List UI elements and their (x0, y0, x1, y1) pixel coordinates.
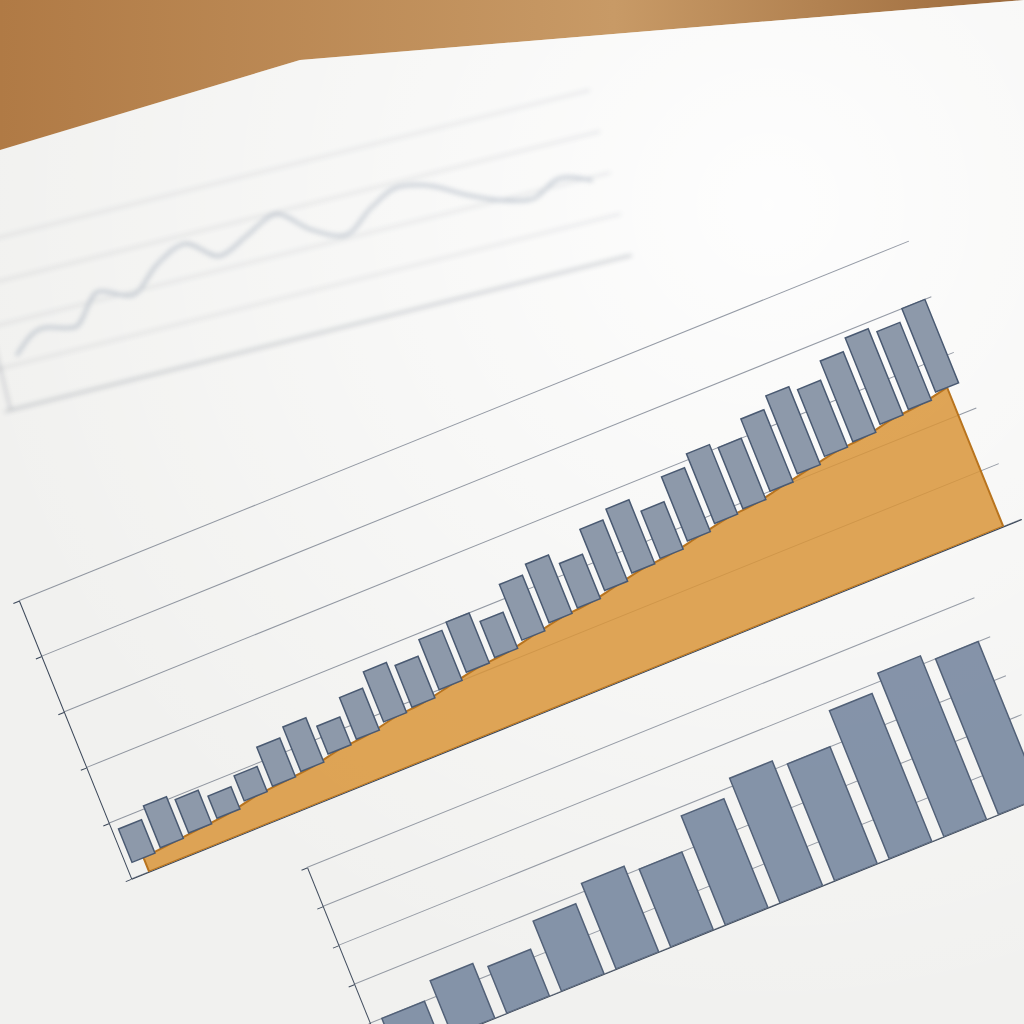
y-tick (13, 601, 19, 603)
y-tick-mark (58, 712, 64, 714)
y-tick (103, 824, 109, 826)
y-tick-mark (103, 824, 109, 826)
bar (382, 1001, 440, 1024)
chart (13, 241, 1022, 882)
y-tick-mark (333, 946, 339, 948)
bar (533, 904, 604, 991)
x-axis (386, 792, 1024, 1024)
bar (234, 767, 267, 801)
bar (902, 299, 959, 392)
grid-line (0, 214, 621, 369)
bar (208, 787, 240, 819)
y-axis-line (0, 245, 11, 410)
x-axis (11, 255, 632, 410)
grid-line (386, 792, 1024, 1024)
bar (119, 820, 155, 863)
y-axis (13, 601, 131, 882)
x-axis-line (132, 520, 1022, 880)
y-tick (36, 657, 42, 659)
y-tick-mark (349, 985, 355, 987)
grid-line (307, 598, 975, 868)
bar (175, 790, 211, 833)
y-axis-line (308, 868, 387, 1024)
y-tick (126, 879, 132, 881)
grid (0, 90, 631, 410)
bar (430, 964, 495, 1024)
y-tick (302, 868, 308, 870)
y-tick-mark (317, 907, 323, 909)
area (93, 387, 1003, 871)
grid (19, 241, 1021, 879)
y-tick (4, 410, 10, 411)
y-tick (349, 985, 355, 987)
grid-line (0, 173, 610, 328)
x-axis (132, 519, 1022, 879)
plot-area (0, 138, 600, 356)
y-tick (317, 907, 323, 909)
plot-area (331, 634, 1024, 1024)
x-axis-line (386, 793, 1024, 1024)
chart (0, 90, 632, 412)
y-tick (333, 946, 339, 948)
chart (301, 598, 1024, 1024)
y-tick-mark (4, 410, 10, 411)
y-axis (0, 245, 11, 412)
grid (307, 598, 1024, 1024)
y-tick-mark (36, 657, 42, 659)
y-tick (81, 768, 87, 770)
y-axis (302, 868, 387, 1024)
bar (480, 612, 518, 657)
bar (936, 642, 1024, 815)
line (0, 138, 600, 356)
y-tick-mark (126, 879, 132, 881)
bar (317, 717, 351, 754)
plot-area (48, 299, 1015, 876)
grid-line (10, 255, 631, 410)
bar (488, 949, 549, 1013)
x-axis-line (11, 255, 632, 410)
y-tick-mark (81, 768, 87, 770)
y-tick-mark (302, 868, 308, 870)
scene (0, 0, 1024, 1024)
y-axis-line (19, 601, 131, 879)
y-tick (58, 712, 64, 714)
grid-line (0, 131, 600, 286)
y-tick-mark (13, 601, 19, 603)
